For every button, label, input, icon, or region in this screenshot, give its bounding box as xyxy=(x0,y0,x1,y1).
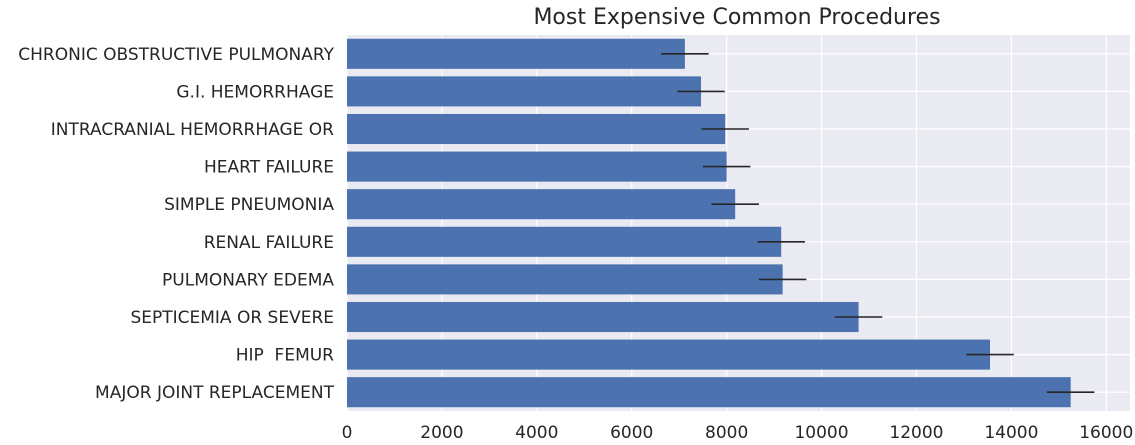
x-tick-labels: 0 2000 4000 6000 8000 10000 12000 14000 16000 xyxy=(342,423,1134,443)
category-label: CHRONIC OBSTRUCTIVE PULMONARY xyxy=(18,45,334,65)
chart-title: Most Expensive Common Procedures xyxy=(533,5,940,30)
bar xyxy=(347,189,736,220)
category-label: MAJOR JOINT REPLACEMENT xyxy=(95,383,335,403)
error-bars xyxy=(661,52,1095,394)
x-tick-label: 14000 xyxy=(984,423,1038,443)
bar xyxy=(347,38,685,69)
x-tick-label: 10000 xyxy=(794,423,848,443)
x-tick-label: 0 xyxy=(342,423,353,443)
x-tick-label: 4000 xyxy=(515,423,558,443)
x-tick-label: 8000 xyxy=(705,423,748,443)
category-label: RENAL FAILURE xyxy=(204,233,334,253)
category-label: INTRACRANIAL HEMORRHAGE OR xyxy=(51,120,334,140)
bar xyxy=(347,113,726,145)
bar xyxy=(347,76,702,107)
x-tick-label: 12000 xyxy=(889,423,943,443)
x-tick-label: 16000 xyxy=(1079,423,1133,443)
bar xyxy=(347,339,991,370)
category-label: PULMONARY EDEMA xyxy=(162,270,334,290)
category-label: SEPTICEMIA OR SEVERE xyxy=(130,308,334,328)
x-tick-label: 2000 xyxy=(420,423,463,443)
category-labels: MAJOR JOINT REPLACEMENT HIP FEMUR SEPTICEM… xyxy=(18,45,334,403)
bars xyxy=(347,38,1071,408)
bar xyxy=(347,151,727,182)
category-label: HIP FEMUR xyxy=(236,346,334,366)
x-tick-label: 6000 xyxy=(610,423,653,443)
bar xyxy=(347,226,782,257)
bar xyxy=(347,377,1071,408)
category-label: G.I. HEMORRHAGE xyxy=(176,82,334,102)
bar xyxy=(347,264,783,295)
category-label: HEART FAILURE xyxy=(204,158,334,178)
category-label: SIMPLE PNEUMONIA xyxy=(164,195,334,215)
bar xyxy=(347,301,859,333)
